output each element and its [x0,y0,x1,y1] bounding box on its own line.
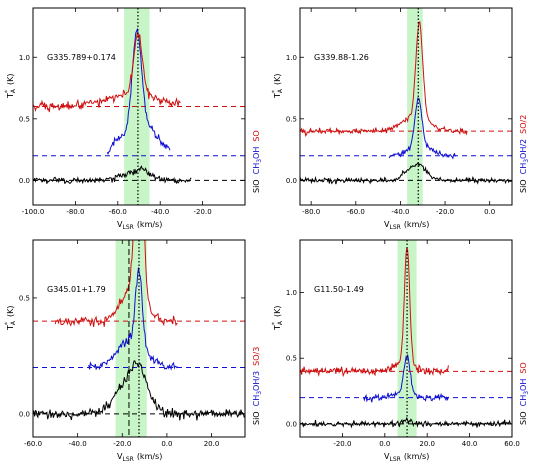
x-tick-label: -60.0 [24,440,42,448]
panel-title: G339.88-1.26 [314,53,369,62]
plot-frame [299,239,513,438]
series-legend: SiOCH3OHSO [519,362,530,425]
x-axis-label: VLSR (km/s) [117,220,162,231]
x-tick-label: -100.0 [22,208,45,216]
chart-panel: -100.0 -80.0 -60.0 -40.0 -20.0 0.0 0.5 1.0 G335.… [4,7,263,231]
series-label-ch3oh: CH [252,395,261,407]
panel-title: G335.789+0.174 [47,53,116,62]
y-tick-label: 0.5 [19,294,30,302]
spectrum-line-sio [300,162,512,185]
series-label-sio: SiO [519,179,528,193]
series-label-so: SO/3 [252,347,261,366]
series-label-so: SO [252,130,261,141]
x-tick-label: 0.0 [379,440,390,448]
spectrum-line-ch3oh [388,97,457,160]
x-axis-label: VLSR (km/s) [384,220,429,231]
y-tick-label: 0.5 [286,355,297,363]
plot-frame [299,7,513,206]
x-axis-label: VLSR (km/s) [117,452,162,463]
series-label-ch3oh: CH [519,163,528,175]
y-axis-label: T*A(K) [4,306,17,332]
spectrum-line-so [300,247,449,378]
x-tick-label: -80.0 [66,208,84,216]
series-label-sio: SiO [519,411,528,425]
x-tick-label: -40.0 [391,208,409,216]
x-tick-label: -40.0 [69,440,87,448]
panel-title: G345.01+1.79 [47,285,106,294]
series-label-so: SO [519,362,528,373]
series-legend: SiOCH3OH/2SO/2 [519,115,530,193]
y-tick-label: 0.0 [286,177,297,185]
y-tick-label: 1.0 [286,54,297,62]
y-axis-label: T*A(K) [271,74,284,100]
x-tick-label: -40.0 [151,208,169,216]
spectrum-line-ch3oh [363,354,449,403]
series-legend: SiOCH3OHSO [252,130,263,193]
x-tick-label: 40.0 [462,440,478,448]
series-label-ch3oh: CH [519,395,528,407]
x-tick-label: -20.0 [194,208,212,216]
spectrum-line-sio [300,416,512,429]
y-axis-label: T*A(K) [4,74,17,100]
x-tick-label: 60.0 [504,440,520,448]
chart-panel: -80.0 -60.0 -40.0 -20.0 0.0 0.0 0.5 1.0 G339.88-… [271,7,530,231]
x-tick-label: 0.0 [161,440,172,448]
y-tick-label: 1.0 [19,54,30,62]
x-tick-label: -60.0 [109,208,127,216]
x-tick-label: 20.0 [419,440,435,448]
y-tick-label: 1.0 [286,289,297,297]
spectrum-line-so [33,32,181,113]
x-tick-label: -60.0 [347,208,365,216]
series-legend: SiOCH3OH/3SO/3 [252,347,263,425]
x-tick-label: -20.0 [333,440,351,448]
y-tick-label: 0.0 [19,410,30,418]
series-label-sio: SiO [252,411,261,425]
y-tick-label: 0.5 [19,115,30,123]
x-tick-label: 0.0 [484,208,495,216]
chart-panel: -20.0 0.0 20.0 40.0 60.0 0.0 0.5 1.0 G11.50-1.49… [271,239,530,463]
spectrum-line-sio [33,165,192,185]
x-axis-label: VLSR (km/s) [384,452,429,463]
series-label-ch3oh: CH [252,163,261,175]
x-tick-label: -20.0 [436,208,454,216]
x-tick-label: -20.0 [113,440,131,448]
plot-frame [32,7,246,206]
spectrum-line-so [54,240,178,328]
x-tick-label: 20.0 [204,440,220,448]
y-axis-label: T*A(K) [271,306,284,332]
series-label-so: SO/2 [519,115,528,134]
y-tick-label: 0.0 [286,420,297,428]
spectrum-line-so [300,21,468,137]
spectrum-line-ch3oh [88,267,179,371]
plot-frame [32,239,246,438]
y-tick-label: 0.0 [19,177,30,185]
panel-title: G11.50-1.49 [314,285,364,294]
chart-panel: -60.0 -40.0 -20.0 0.0 20.0 0.0 0.5 G345.01+1.79… [4,239,263,463]
x-tick-label: -80.0 [302,208,320,216]
series-label-sio: SiO [252,179,261,193]
y-tick-label: 0.5 [286,115,297,123]
